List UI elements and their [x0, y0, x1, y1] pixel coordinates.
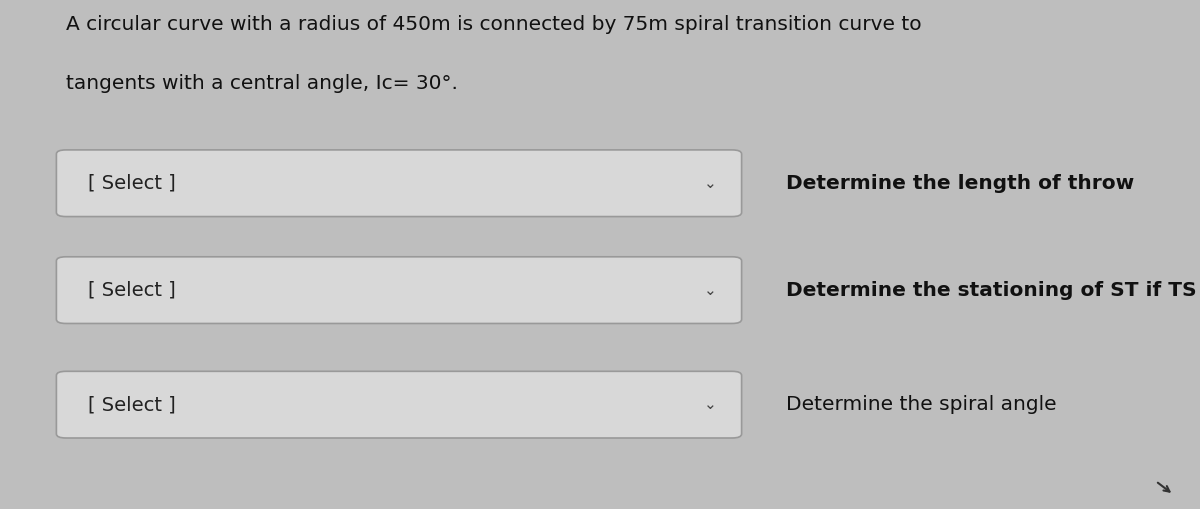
- Text: A circular curve with a radius of 450m is connected by 75m spiral transition cur: A circular curve with a radius of 450m i…: [66, 15, 922, 34]
- Text: ⌄: ⌄: [704, 282, 716, 298]
- Text: Determine the length of throw: Determine the length of throw: [786, 174, 1134, 193]
- Text: Determine the spiral angle: Determine the spiral angle: [786, 395, 1057, 414]
- Text: [ Select ]: [ Select ]: [88, 395, 175, 414]
- Text: [ Select ]: [ Select ]: [88, 280, 175, 300]
- Text: ⌄: ⌄: [704, 176, 716, 191]
- FancyBboxPatch shape: [56, 150, 742, 217]
- FancyBboxPatch shape: [56, 372, 742, 438]
- Text: ⌄: ⌄: [704, 397, 716, 412]
- Text: [ Select ]: [ Select ]: [88, 174, 175, 193]
- Text: Determine the stationing of ST if TS is at  2+450: Determine the stationing of ST if TS is …: [786, 280, 1200, 300]
- Text: tangents with a central angle, Ic= 30°.: tangents with a central angle, Ic= 30°.: [66, 74, 458, 93]
- FancyBboxPatch shape: [56, 257, 742, 324]
